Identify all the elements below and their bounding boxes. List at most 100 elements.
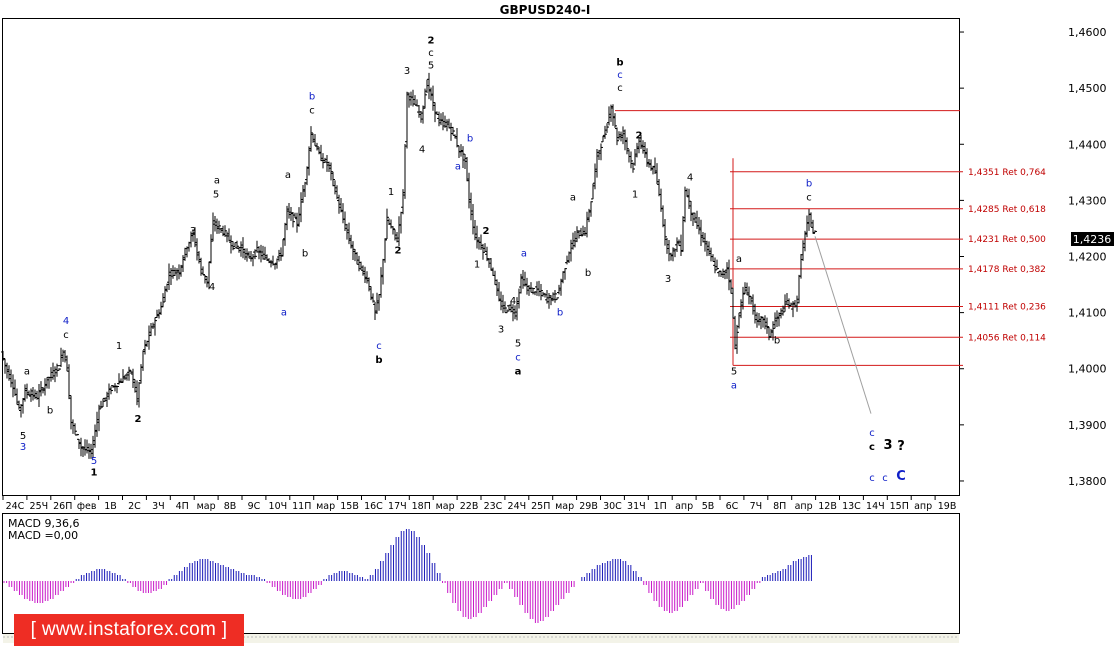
wave-label: b <box>47 406 53 417</box>
current-price-label: 1,4236 <box>1073 233 1112 246</box>
wave-label: c <box>806 192 812 203</box>
wave-label: 4 <box>687 173 693 184</box>
x-tick-label: 6С <box>726 501 739 512</box>
wave-label: 5 <box>428 61 434 72</box>
wave-label: b <box>375 355 382 366</box>
wave-label: a <box>214 176 220 187</box>
wave-label: 2 <box>428 35 435 46</box>
wave-label: a <box>515 366 522 377</box>
x-tick-label: 3Ч <box>152 501 165 512</box>
y-tick-label: 1,4600 <box>1068 26 1107 39</box>
retracement-label: 1,4231 Ret 0,500 <box>968 235 1046 245</box>
x-tick-label: 8В <box>224 501 237 512</box>
x-tick-label: фев <box>77 501 97 512</box>
wave-label: b <box>585 268 591 279</box>
x-tick-label: 5В <box>702 501 715 512</box>
wave-label: c <box>869 428 875 439</box>
x-tick-label: 10Ч <box>269 501 288 512</box>
x-tick-label: 1П <box>654 501 667 512</box>
wave-label: a <box>570 192 576 203</box>
x-tick-label: 2С <box>128 501 141 512</box>
wave-label: 5 <box>731 366 737 377</box>
instaforex-watermark: [ www.instaforex.com ] <box>14 614 244 646</box>
x-tick-label: 16С <box>364 501 383 512</box>
x-tick-label: 12В <box>818 501 837 512</box>
wave-label: 5 <box>515 338 521 349</box>
wave-label: b <box>309 91 315 102</box>
x-tick-label: мар <box>316 501 335 512</box>
wave-label: c <box>882 473 888 484</box>
wave-label: 1 <box>632 190 638 201</box>
x-tick-label: 19В <box>938 501 957 512</box>
wave-label: 4 <box>63 316 69 327</box>
wave-label: 1 <box>116 341 122 352</box>
macd-value-label: MACD =0,00 <box>8 529 78 542</box>
wave-label: b <box>616 58 623 69</box>
x-tick-label: 23С <box>484 501 503 512</box>
chart-title: GBPUSD240-I <box>500 3 591 17</box>
x-tick-label: апр <box>795 501 813 512</box>
y-tick-label: 1,4400 <box>1068 138 1107 151</box>
x-tick-label: 11П <box>292 501 311 512</box>
wave-label: c <box>617 70 623 81</box>
wave-label: 1 <box>388 187 394 198</box>
x-tick-label: 29В <box>579 501 598 512</box>
y-tick-label: 1,4200 <box>1068 251 1107 264</box>
wave-label: c <box>428 48 434 59</box>
wave-label: 3 <box>20 442 26 453</box>
wave-label: 1 <box>91 467 98 478</box>
x-tick-label: 25Ч <box>30 501 49 512</box>
wave-label: a <box>281 307 287 318</box>
wave-label: b <box>806 178 812 189</box>
wave-label: 2 <box>135 414 142 425</box>
x-tick-label: апр <box>914 501 932 512</box>
x-tick-label: 22В <box>460 501 479 512</box>
wave-label: a <box>736 254 742 265</box>
y-tick-label: 1,4100 <box>1068 307 1107 320</box>
wave-label: c <box>869 442 875 453</box>
y-tick-label: 1,3800 <box>1068 475 1107 488</box>
wave-label: 4 <box>419 145 425 156</box>
x-tick-label: 9С <box>248 501 261 512</box>
y-tick-label: 1,4000 <box>1068 363 1107 376</box>
wave-label: a <box>285 170 291 181</box>
retracement-label: 1,4178 Ret 0,382 <box>968 265 1046 275</box>
wave-label: 2 <box>483 226 490 237</box>
wave-label: a <box>24 366 30 377</box>
x-tick-label: 25П <box>531 501 550 512</box>
wave-label: b <box>467 133 473 144</box>
x-tick-label: 18П <box>412 501 431 512</box>
wave-label: c <box>617 83 623 94</box>
wave-label: 4 <box>209 282 215 293</box>
wave-label: c <box>309 105 315 116</box>
x-tick-label: 24Ч <box>508 501 527 512</box>
wave-label: 3 <box>883 438 892 453</box>
y-tick-label: 1,4500 <box>1068 82 1107 95</box>
wave-label: 2 <box>395 246 402 257</box>
wave-label: 2 <box>636 131 643 142</box>
x-tick-label: 13С <box>842 501 861 512</box>
wave-label: a <box>731 380 737 391</box>
x-tick-label: 8П <box>773 501 786 512</box>
y-tick-label: 1,3900 <box>1068 419 1107 432</box>
wave-label: 5 <box>20 431 26 442</box>
x-tick-label: апр <box>675 501 693 512</box>
retracement-label: 1,4111 Ret 0,236 <box>968 302 1046 312</box>
wave-label: c <box>63 330 69 341</box>
wave-label: 5 <box>91 456 97 467</box>
wave-label: 1 <box>474 260 480 271</box>
x-tick-label: 15В <box>340 501 359 512</box>
wave-label: c <box>515 352 521 363</box>
wave-label: 4 <box>510 296 516 307</box>
current-price-badge <box>1071 232 1114 246</box>
wave-label: ? <box>897 439 905 454</box>
wave-label: 3 <box>404 66 410 77</box>
x-tick-label: 30С <box>603 501 622 512</box>
projection-line <box>814 236 872 414</box>
wave-label: c <box>376 341 382 352</box>
wave-label: b <box>302 249 308 260</box>
wave-label: 3 <box>498 324 504 335</box>
wave-label: a <box>455 162 461 173</box>
x-tick-label: 31Ч <box>627 501 646 512</box>
